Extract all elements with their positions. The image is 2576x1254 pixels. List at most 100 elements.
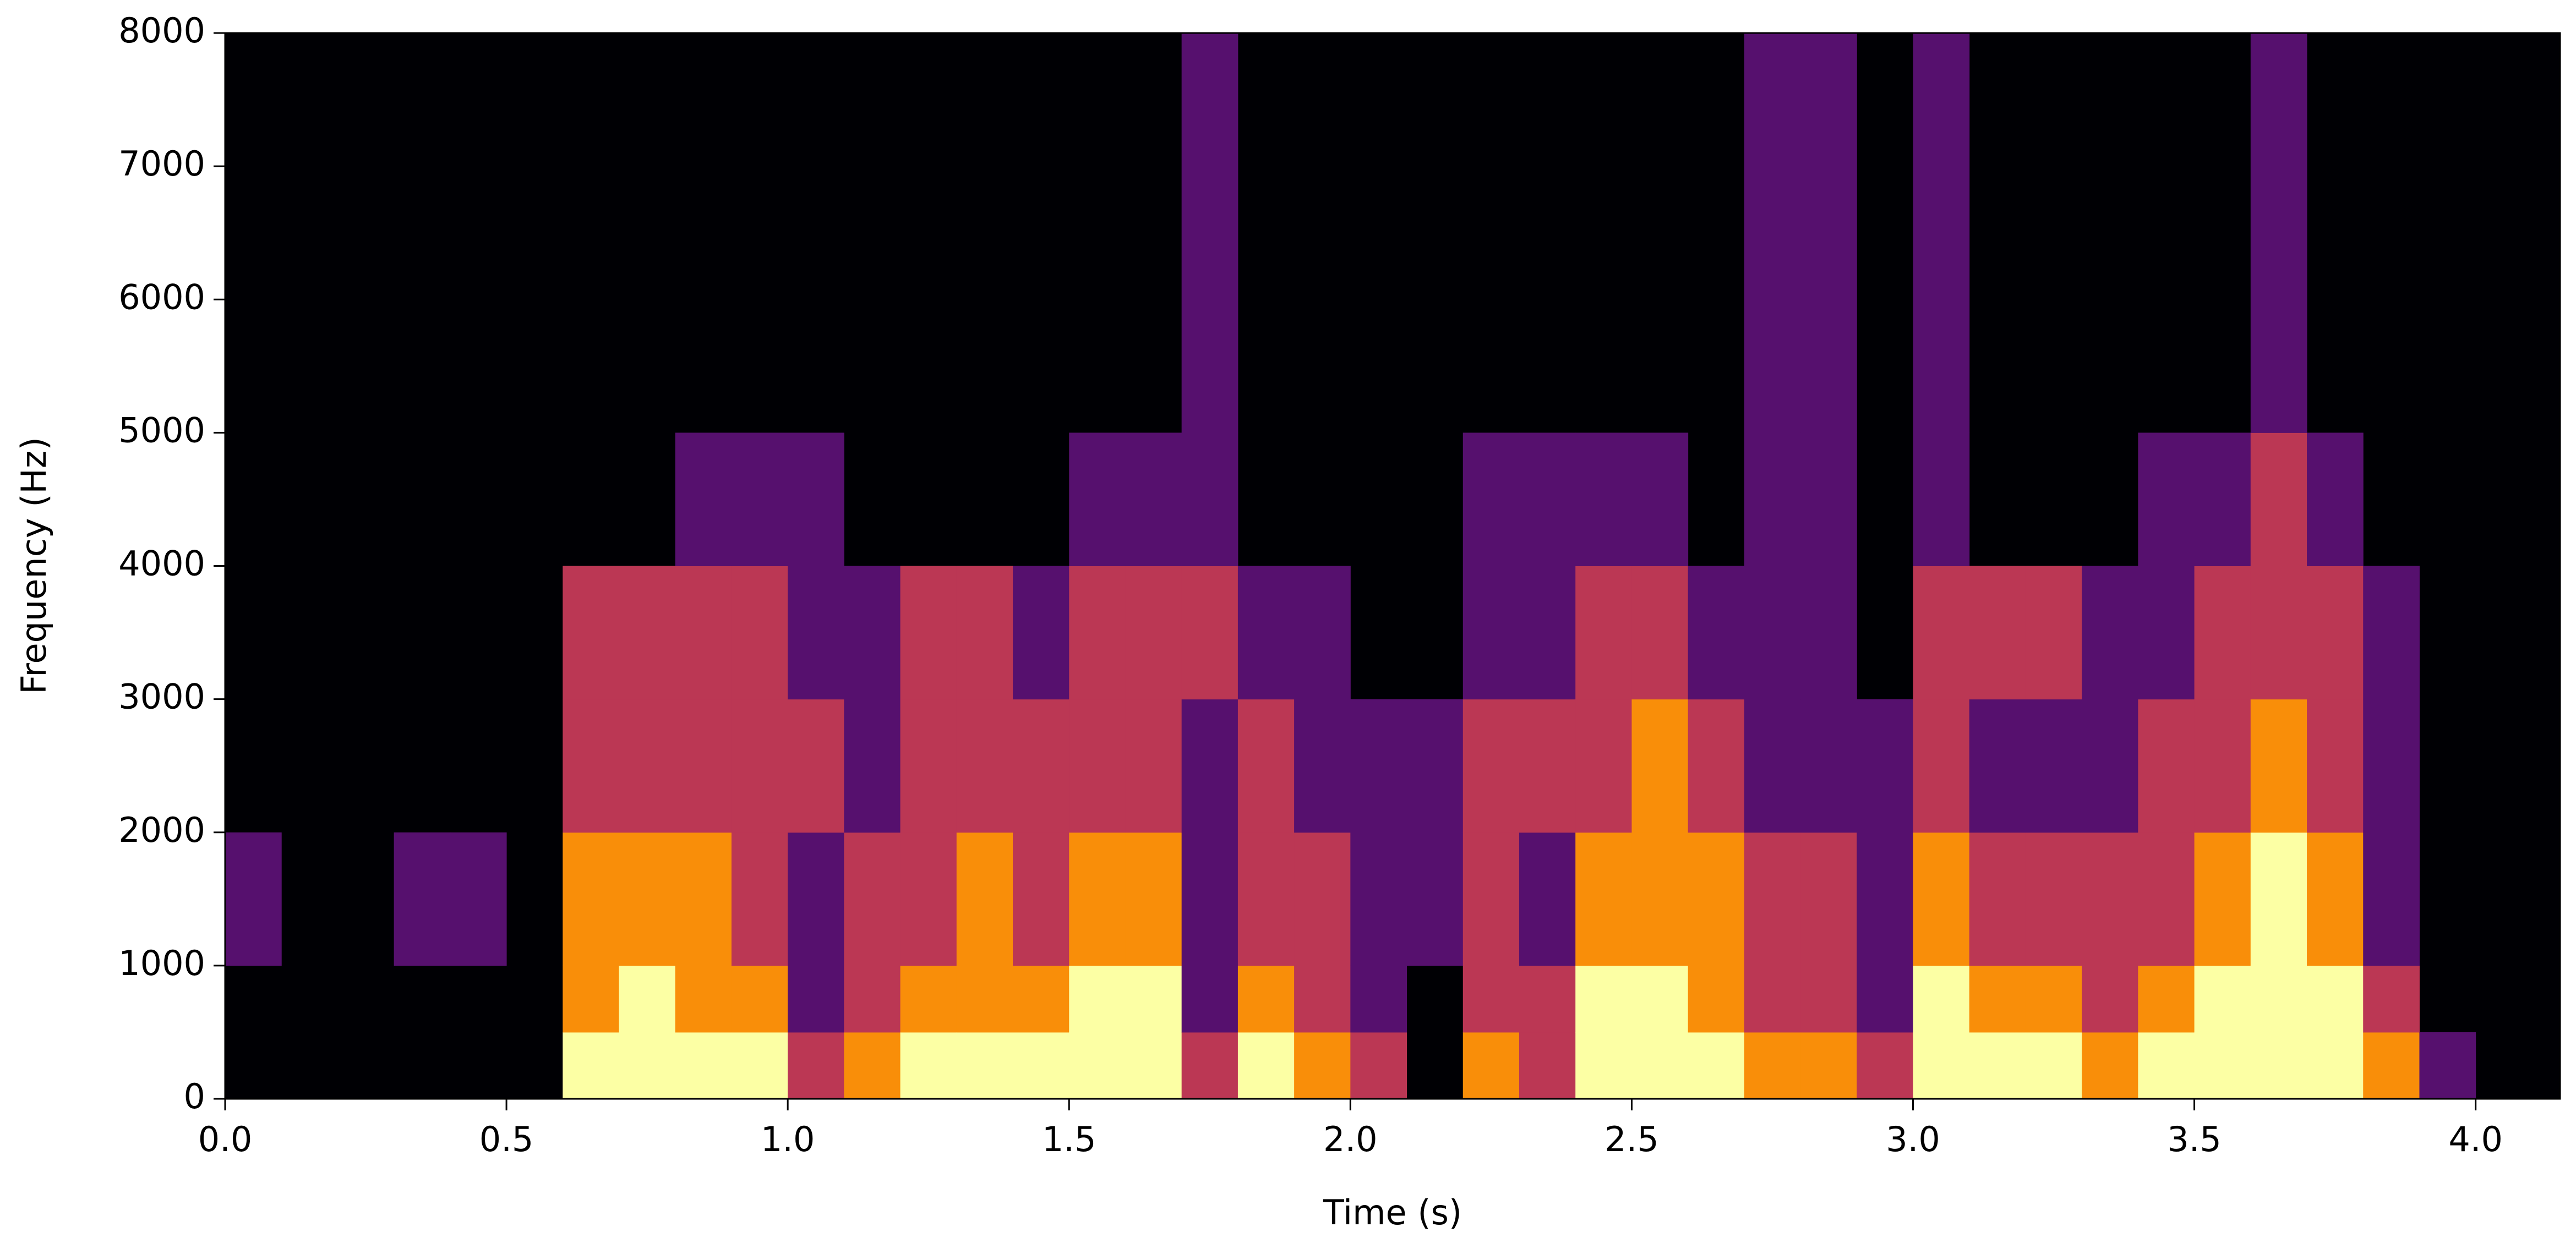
spectrogram-cell — [2363, 566, 2420, 700]
spectrogram-cell — [1631, 432, 1689, 566]
spectrogram-cell — [394, 832, 451, 966]
spectrogram-cell — [2138, 965, 2195, 1033]
spectrogram-cell — [1744, 432, 1801, 566]
spectrogram-cell — [675, 432, 732, 566]
y-tick-label: 4000 — [118, 544, 205, 584]
spectrogram-cell — [788, 965, 844, 1033]
spectrogram-cell — [2138, 1032, 2195, 1099]
spectrogram-cell — [1013, 699, 1069, 833]
spectrogram-cell — [619, 566, 676, 700]
spectrogram-cell — [956, 699, 1013, 833]
spectrogram-cell — [1406, 699, 1464, 833]
spectrogram-cell — [788, 432, 844, 566]
spectrogram-cell — [1237, 699, 1295, 833]
spectrogram-cell — [563, 1032, 620, 1099]
spectrogram-cell — [1350, 1032, 1407, 1099]
spectrogram-cell — [619, 699, 676, 833]
spectrogram-cell — [2419, 1032, 2476, 1099]
spectrogram-cell — [2307, 965, 2364, 1033]
spectrogram-cell — [1913, 432, 1970, 566]
spectrogram-cell — [1294, 566, 1351, 700]
spectrogram-cell — [1013, 566, 1069, 700]
spectrogram-cell — [2138, 566, 2195, 700]
y-tick-label: 6000 — [118, 277, 205, 317]
spectrogram-cell — [1462, 432, 1520, 566]
spectrogram-cell — [1462, 699, 1520, 833]
spectrogram-cell — [563, 699, 620, 833]
spectrogram-cell — [788, 832, 844, 966]
spectrogram-cell — [2250, 1032, 2307, 1099]
spectrogram-cell — [900, 832, 957, 966]
spectrogram-cell — [1800, 1032, 1857, 1099]
spectrogram-cell — [1237, 965, 1295, 1033]
spectrogram-cell — [1294, 1032, 1351, 1099]
spectrogram-cell — [731, 1032, 788, 1099]
spectrogram-cell — [1744, 832, 1801, 966]
spectrogram-cell — [731, 699, 788, 833]
spectrogram-cell — [225, 832, 282, 966]
spectrogram-cell — [2194, 1032, 2251, 1099]
spectrogram-cell — [1631, 566, 1689, 700]
spectrogram-cell — [2363, 699, 2420, 833]
spectrogram-cell — [2250, 965, 2307, 1033]
spectrogram-cell — [844, 699, 901, 833]
spectrogram-cell — [1744, 33, 1801, 433]
x-tick-label: 4.0 — [2448, 1119, 2503, 1159]
spectrogram-cell — [1069, 432, 1126, 566]
spectrogram-cell — [1125, 432, 1182, 566]
spectrogram-cell — [956, 965, 1013, 1033]
spectrogram-cell — [675, 832, 732, 966]
spectrogram-cell — [1857, 965, 1914, 1033]
spectrogram-cell — [1575, 699, 1632, 833]
x-tick-label: 0.5 — [479, 1119, 534, 1159]
spectrogram-cell — [788, 566, 844, 700]
x-tick-label: 0.0 — [198, 1119, 253, 1159]
spectrogram-cell — [1125, 566, 1182, 700]
spectrogram-cell — [2082, 1032, 2138, 1099]
x-tick-label: 3.5 — [2167, 1119, 2222, 1159]
spectrogram-cell — [1688, 965, 1745, 1033]
spectrogram-cell — [1688, 566, 1745, 700]
spectrogram-cell — [2250, 699, 2307, 833]
spectrogram-cell — [2025, 832, 2082, 966]
spectrogram-cell — [1237, 832, 1295, 966]
spectrogram-cell — [2363, 832, 2420, 966]
spectrogram-cell — [731, 965, 788, 1033]
spectrogram-cell — [1125, 699, 1182, 833]
spectrogram-cell — [1969, 1032, 2026, 1099]
spectrogram-cell — [1857, 832, 1914, 966]
x-tick-label: 1.0 — [761, 1119, 815, 1159]
spectrogram-cell — [1575, 832, 1632, 966]
spectrogram-cell — [2250, 566, 2307, 700]
spectrogram-cell — [2025, 965, 2082, 1033]
spectrogram-cell — [1406, 832, 1464, 966]
spectrogram-cell — [2194, 832, 2251, 966]
spectrogram-cell — [731, 832, 788, 966]
spectrogram-cell — [1519, 566, 1576, 700]
spectrogram-cell — [1350, 832, 1407, 966]
spectrogram-cell — [2082, 699, 2138, 833]
spectrogram-cell — [2194, 965, 2251, 1033]
spectrogram-cell — [675, 699, 732, 833]
spectrogram-cell — [956, 566, 1013, 700]
x-tick-label: 2.5 — [1604, 1119, 1659, 1159]
spectrogram-cell — [2307, 566, 2364, 700]
spectrogram-cell — [1519, 965, 1576, 1033]
spectrogram-cell — [563, 965, 620, 1033]
spectrogram-cell — [1462, 965, 1520, 1033]
spectrogram-cell — [2363, 965, 2420, 1033]
spectrogram-cell — [2194, 699, 2251, 833]
spectrogram-cell — [1913, 699, 1970, 833]
spectrogram-cell — [1575, 432, 1632, 566]
spectrogram-cell — [2307, 699, 2364, 833]
spectrogram-cell — [1575, 965, 1632, 1033]
spectrogram-cell — [675, 1032, 732, 1099]
spectrogram-cell — [844, 566, 901, 700]
spectrogram-cell — [1800, 432, 1857, 566]
spectrogram-cell — [619, 965, 676, 1033]
y-axis-label: Frequency (Hz) — [14, 437, 54, 694]
spectrogram-cell — [1575, 1032, 1632, 1099]
spectrogram-cell — [2138, 832, 2195, 966]
spectrogram-cell — [1800, 699, 1857, 833]
